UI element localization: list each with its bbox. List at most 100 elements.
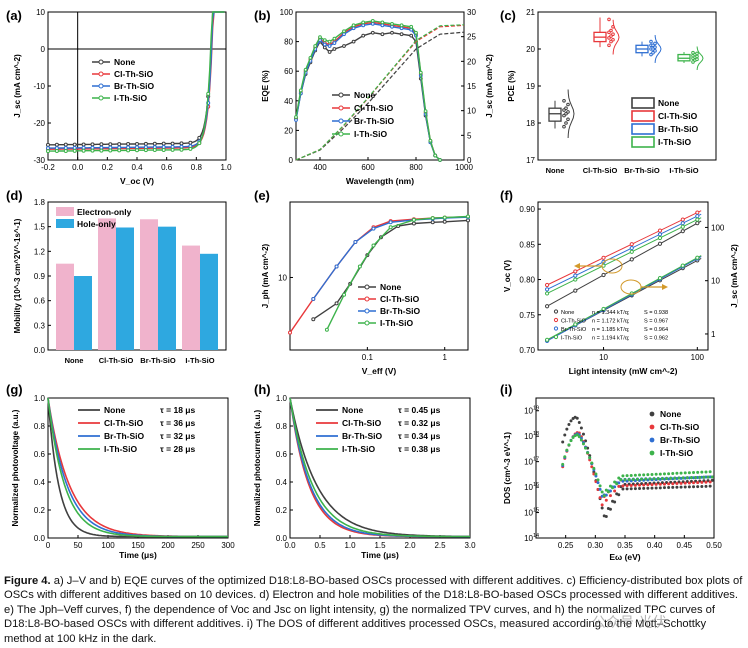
panel-f-ytick-label: 0.80 — [519, 276, 535, 285]
panel-i-point-I — [646, 473, 650, 477]
panel-i-point-I — [581, 442, 585, 446]
panel-i-point-I — [629, 473, 633, 477]
panel-e-legend-Cl-text: Cl-Th-SiO — [380, 294, 420, 304]
panel-f-voc-point-Br — [680, 221, 685, 226]
panel-c-point-Cl — [611, 37, 615, 42]
panel-g-xtick-label: 200 — [161, 541, 175, 550]
panel-f-voc-point-Cl — [695, 210, 700, 215]
panel-i-point-None — [617, 493, 621, 497]
panel-i-point-None — [646, 486, 650, 490]
panel-c-point-None — [562, 124, 566, 129]
panel-a-marker-I — [126, 148, 131, 153]
panel-h-xtick-label: 0.5 — [314, 541, 326, 550]
panel-c-dist-Br — [654, 35, 662, 63]
panel-i-point-I — [640, 477, 644, 481]
panel-b-marker-None — [327, 50, 332, 54]
panel-i-point-I — [694, 476, 698, 480]
panel-f-ytick-label: 0.90 — [519, 205, 535, 214]
panel-b-ytick-label: 40 — [284, 97, 293, 106]
panel-d-bar-hole — [200, 253, 218, 350]
panel-d-category: None — [65, 356, 84, 365]
panel-i-ytick-exp: 18 — [533, 431, 539, 437]
panel-e-legend-Br-marker — [364, 308, 370, 314]
panel-e-ytick-label: 10 — [278, 273, 287, 282]
panel-d-legend-swatch — [56, 219, 74, 228]
panel-i-point-I — [621, 474, 625, 478]
panel-b-marker-Br — [294, 118, 298, 122]
panel-b-marker-I — [313, 44, 318, 48]
panel-d-ylabel: Mobility (10^-3 cm^2V^-1s^-1) — [13, 218, 22, 333]
panel-e-marker-None — [430, 220, 435, 225]
panel-i-point-I — [590, 461, 594, 465]
panel-i-point-I — [598, 484, 602, 488]
panel-i-point-Cl — [604, 498, 608, 502]
panel-i-point-None — [650, 486, 654, 490]
panel-c-point-Cl — [611, 32, 615, 37]
panel-i-point-None — [710, 478, 714, 482]
panel-e-legend-None-text: None — [380, 282, 402, 292]
panel-c-category: None — [546, 166, 565, 175]
panel-a-marker-None — [179, 141, 184, 146]
panel-i-point-None — [633, 487, 637, 491]
panel-e-marker-I — [430, 216, 435, 221]
panel-b-marker-I — [303, 67, 308, 72]
panel-b-marker-I — [423, 109, 428, 114]
panel-b-marker-Br — [332, 41, 337, 45]
panel-i-point-I — [669, 476, 673, 480]
panel-f-voc-point-I — [573, 277, 578, 282]
panel-f-jsc-point-I — [680, 263, 685, 268]
panel-i-point-I — [667, 472, 671, 476]
panel-i-point-Cl — [687, 481, 691, 485]
panel-b-y2tick-label: 5 — [467, 131, 472, 140]
panel-f-xtick-label: 10 — [599, 353, 608, 362]
panel-b-legend-None-text: None — [354, 90, 376, 100]
panel-h-legend-text-Br: Br-Th-SiO — [342, 431, 383, 441]
panel-a-legend-Cl-marker — [98, 71, 104, 77]
panel-i-point-None — [569, 419, 573, 423]
panel-c-point-Br — [651, 47, 655, 51]
panel-b-y2tick-label: 10 — [467, 107, 476, 116]
panel-i-point-Br — [596, 481, 600, 485]
panel-b-legend-I-text: I-Th-SiO — [354, 129, 387, 139]
panel-b-legend-Cl-text: Cl-Th-SiO — [354, 103, 394, 113]
panel-h-ytick-label: 0.2 — [276, 506, 288, 515]
panel-c-point-None — [564, 121, 568, 125]
panel-i-point-None — [704, 484, 708, 488]
panel-b-marker-Br — [390, 24, 394, 29]
panel-c-point-Br — [649, 39, 653, 44]
panel-i-point-I — [700, 470, 704, 474]
panel-c-category: I-Th-SiO — [669, 166, 698, 175]
panel-b-marker-None — [361, 33, 366, 38]
panel-i-point-None — [700, 484, 704, 488]
panel-b-y2tick-label: 15 — [467, 82, 476, 91]
panel-c-ylabel: PCE (%) — [507, 70, 516, 101]
panel-i-point-Cl — [692, 481, 696, 485]
panel-a-xtick-label: 0.4 — [131, 163, 143, 172]
panel-b-marker-I — [418, 70, 423, 75]
panel-f-voc-fit-I — [546, 217, 702, 294]
panel-a-marker-None — [99, 142, 104, 147]
panel-b-ytick-label: 80 — [284, 38, 293, 47]
panel-i-point-Cl — [629, 483, 633, 487]
panel-a-marker-None — [152, 141, 157, 146]
panel-f-annot-marker — [553, 334, 559, 340]
panel-c-legend-box-Cl — [631, 110, 655, 122]
panel-i-point-None — [642, 486, 646, 490]
panel-i-point-None — [575, 416, 579, 420]
panel-i-point-Cl — [592, 472, 596, 476]
panel-b-marker-I — [322, 38, 327, 43]
panel-i-point-None — [621, 487, 625, 491]
panel-b-marker-I — [399, 23, 404, 28]
panel-e-xtick-label: 0.1 — [362, 353, 374, 362]
panel-g-xtick-label: 100 — [101, 541, 115, 550]
panel-a-marker-None — [188, 140, 193, 145]
panel-f-voc-point-Cl — [544, 282, 550, 288]
panel-a-legend-I-marker — [98, 95, 104, 101]
panel-i-point-I — [567, 443, 571, 447]
panel-b-marker-I — [351, 23, 356, 28]
panel-e-legend-None-marker — [364, 284, 370, 290]
panel-d-bar-electron — [140, 219, 158, 350]
panel-e-curve-Cl — [289, 216, 469, 334]
panel-d-bar-hole — [74, 276, 92, 350]
panel-i-point-I — [569, 439, 573, 443]
